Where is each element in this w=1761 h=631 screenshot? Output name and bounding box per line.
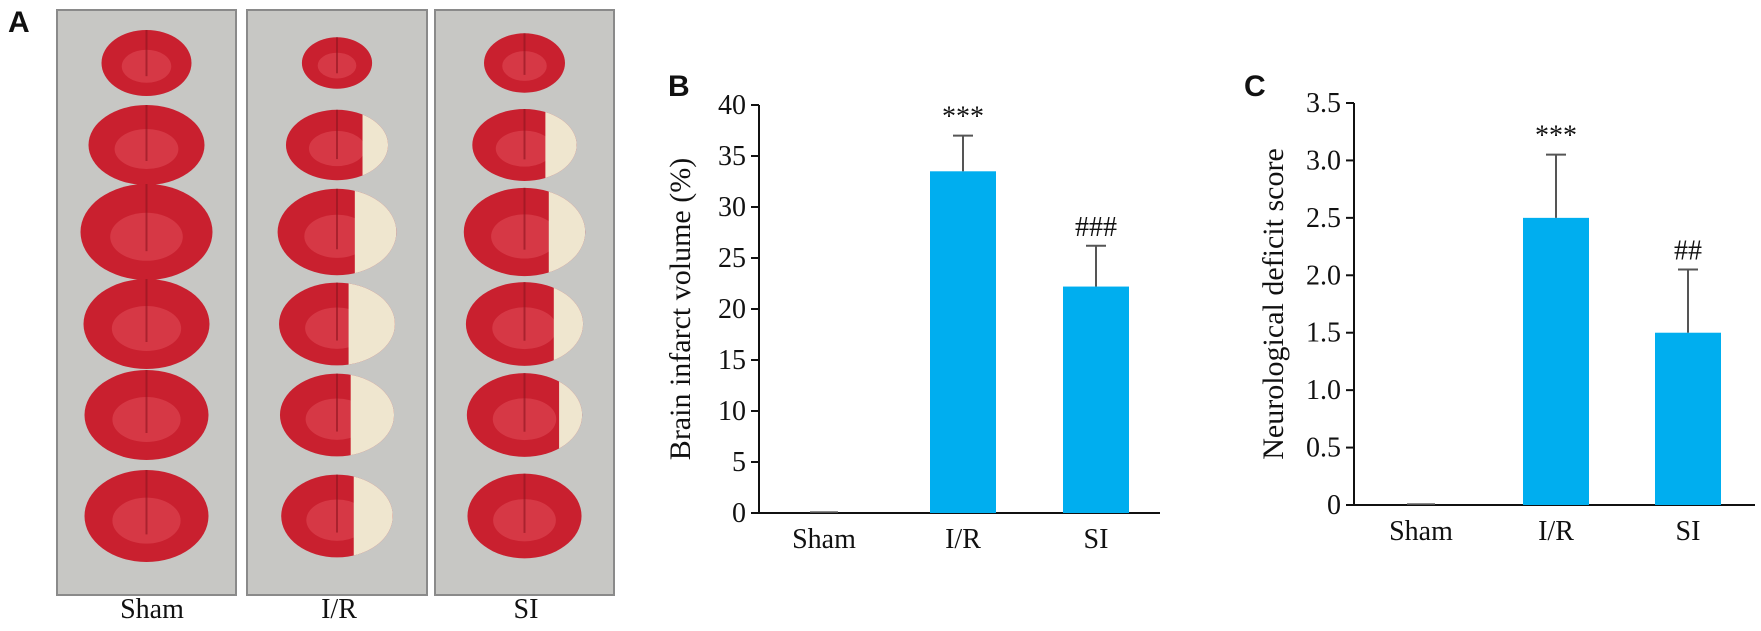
panel-c-letter: C — [1244, 70, 1266, 103]
chart-c-y-tick-label: 3.0 — [1306, 145, 1341, 176]
panel-a-letter: A — [8, 6, 30, 39]
chart-c-significance: ## — [1674, 236, 1702, 267]
brain-slice — [83, 279, 210, 369]
chart-c-y-tick-label: 2.5 — [1306, 203, 1341, 234]
brain-slice — [101, 30, 192, 96]
chart-b-significance: *** — [942, 102, 984, 133]
chart-c-y-tick-label: 0.5 — [1306, 433, 1341, 464]
chart-c-y-tick-label: 1.5 — [1306, 318, 1341, 349]
brain-slice — [88, 105, 205, 185]
chart-b-infarct-volume: B 0 5 10 15 20 25 30 35 40 Brain infarct volume (… — [664, 70, 1160, 555]
brain-slice — [463, 187, 586, 277]
brain-slice — [467, 473, 582, 559]
panel-a-label-sham: Sham — [120, 594, 184, 625]
chart-c-bar — [1655, 332, 1721, 505]
chart-c-x-tick-label: SI — [1676, 516, 1701, 547]
chart-c-y-tick-label: 0 — [1327, 490, 1341, 521]
brain-slice — [84, 370, 209, 460]
chart-b-bar — [1063, 286, 1129, 513]
brain-slice — [281, 474, 393, 558]
chart-c-y-axis-title: Neurological deficit score — [1257, 148, 1290, 460]
panel-a-label-si: SI — [514, 594, 539, 625]
chart-b-y-tick-label: 10 — [718, 396, 746, 427]
chart-b-y-tick-label: 0 — [732, 498, 746, 529]
brain-slice — [285, 109, 389, 181]
chart-c-y-tick-label: 3.5 — [1306, 88, 1341, 119]
chart-b-y-tick-label: 20 — [718, 294, 746, 325]
chart-b-y-tick-label: 15 — [718, 345, 746, 376]
chart-b-bar — [930, 171, 996, 514]
chart-b-x-tick-label: I/R — [945, 524, 981, 555]
slice-column-0 — [56, 9, 237, 596]
brain-slice — [484, 33, 565, 93]
chart-b-y-tick-label: 35 — [718, 141, 746, 172]
brain-slice — [301, 37, 373, 89]
brain-slice — [279, 282, 395, 366]
chart-b-x-tick-label: Sham — [792, 524, 856, 555]
brain-slice — [277, 188, 397, 276]
chart-b-y-tick-label: 25 — [718, 243, 746, 274]
chart-b-y-tick-label: 5 — [732, 447, 746, 478]
chart-b-y-axis-title: Brain infarct volume (%) — [664, 158, 697, 460]
chart-c-y-tick-label: 1.0 — [1306, 375, 1341, 406]
chart-c-x-tick-label: Sham — [1389, 516, 1453, 547]
slice-column-1 — [246, 9, 428, 596]
brain-slice — [465, 282, 584, 366]
brain-slice — [279, 373, 395, 457]
panel-a: A Sham I/R SI — [8, 6, 615, 625]
chart-b-y-tick-label: 40 — [718, 90, 746, 121]
slice-column-2 — [434, 9, 615, 596]
chart-b-y-tick-label: 30 — [718, 192, 746, 223]
chart-c-x-tick-label: I/R — [1538, 516, 1574, 547]
chart-c-bar — [1523, 217, 1589, 505]
chart-b-significance: ### — [1075, 212, 1117, 243]
brain-slice-panels — [56, 9, 615, 596]
brain-slice — [472, 109, 577, 181]
chart-b-x-tick-label: SI — [1084, 524, 1109, 555]
brain-slice — [466, 373, 583, 457]
chart-c-y-tick-label: 2.0 — [1306, 260, 1341, 291]
chart-c-significance: *** — [1535, 121, 1577, 152]
chart-c-neurological-score: C 0 0.5 1.0 1.5 2.0 2.5 3.0 3.5 Neurological def… — [1244, 70, 1755, 547]
brain-slice — [80, 184, 213, 280]
panel-b-letter: B — [668, 70, 690, 103]
panel-a-label-ir: I/R — [321, 594, 357, 625]
brain-slice — [84, 470, 209, 562]
